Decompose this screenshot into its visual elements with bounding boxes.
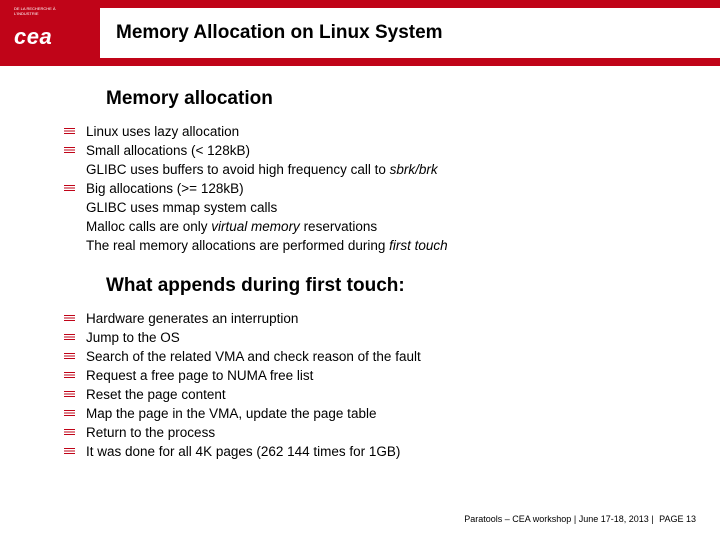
list-item: Return to the process bbox=[64, 423, 690, 442]
footer-pagelabel: PAGE bbox=[659, 514, 683, 524]
logo-text: cea bbox=[10, 16, 78, 50]
section2-list: Hardware generates an interruptionJump t… bbox=[44, 309, 690, 461]
list-item: Map the page in the VMA, update the page… bbox=[64, 404, 690, 423]
footer-left: Paratools – CEA workshop bbox=[464, 514, 571, 524]
footer: Paratools – CEA workshop | June 17-18, 2… bbox=[464, 514, 696, 524]
list-item: Hardware generates an interruption bbox=[64, 309, 690, 328]
footer-date: June 17-18, 2013 bbox=[579, 514, 649, 524]
header-bar: DE LA RECHERCHE À L'INDUSTRIE cea Memory… bbox=[0, 0, 720, 66]
list-item: Jump to the OS bbox=[64, 328, 690, 347]
list-item: Reset the page content bbox=[64, 385, 690, 404]
title-wrap: Memory Allocation on Linux System bbox=[100, 8, 720, 58]
list-item: Request a free page to NUMA free list bbox=[64, 366, 690, 385]
footer-sep: | bbox=[574, 514, 576, 524]
logo-subtext: DE LA RECHERCHE À L'INDUSTRIE bbox=[10, 6, 78, 16]
slide-title: Memory Allocation on Linux System bbox=[116, 22, 443, 44]
content-area: Memory allocation Linux uses lazy alloca… bbox=[0, 66, 720, 461]
list-item: Search of the related VMA and check reas… bbox=[64, 347, 690, 366]
section2-heading: What appends during first touch: bbox=[106, 275, 690, 297]
list-item: GLIBC uses mmap system calls bbox=[64, 198, 690, 217]
list-item: Small allocations (< 128kB) bbox=[64, 141, 690, 160]
logo: DE LA RECHERCHE À L'INDUSTRIE cea bbox=[10, 6, 78, 50]
section1-list: Linux uses lazy allocationSmall allocati… bbox=[44, 122, 690, 255]
section1-heading: Memory allocation bbox=[106, 88, 690, 110]
footer-sep2: | bbox=[651, 514, 653, 524]
list-item: GLIBC uses buffers to avoid high frequen… bbox=[64, 160, 690, 179]
list-item: Linux uses lazy allocation bbox=[64, 122, 690, 141]
footer-pagenum: 13 bbox=[686, 514, 696, 524]
list-item: The real memory allocations are performe… bbox=[64, 236, 690, 255]
list-item: It was done for all 4K pages (262 144 ti… bbox=[64, 442, 690, 461]
list-item: Malloc calls are only virtual memory res… bbox=[64, 217, 690, 236]
list-item: Big allocations (>= 128kB) bbox=[64, 179, 690, 198]
